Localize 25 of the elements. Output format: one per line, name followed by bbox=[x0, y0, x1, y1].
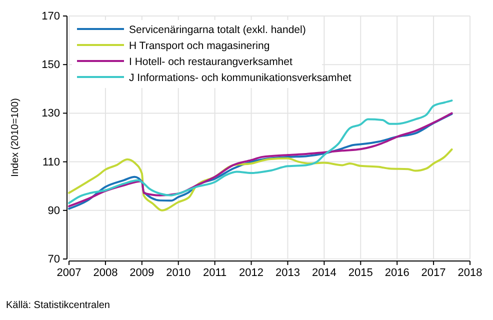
x-tick-label: 2016 bbox=[384, 266, 410, 279]
y-tick-label: 110 bbox=[42, 156, 60, 168]
x-tick-label: 2014 bbox=[312, 266, 336, 279]
y-tick-label: 170 bbox=[42, 10, 60, 23]
y-tick-label: 90 bbox=[48, 204, 60, 217]
x-tick-label: 2010 bbox=[166, 266, 191, 279]
x-tick-label: 2017 bbox=[421, 266, 446, 279]
legend-label: I Hotell- och restaurangverksamhet bbox=[129, 56, 292, 68]
x-tick-label: 2007 bbox=[56, 266, 82, 279]
x-tick-label: 2008 bbox=[93, 266, 118, 279]
y-tick-label: 70 bbox=[48, 254, 60, 266]
y-tick-label: 150 bbox=[42, 59, 60, 72]
line-series bbox=[68, 148, 453, 212]
x-tick-label: 2018 bbox=[458, 266, 482, 279]
x-tick-label: 2009 bbox=[130, 266, 154, 279]
y-tick-label: 130 bbox=[42, 108, 60, 120]
x-tick-label: 2011 bbox=[202, 266, 227, 279]
x-tick-label: 2013 bbox=[275, 266, 300, 279]
x-tick-label: 2015 bbox=[348, 266, 373, 279]
text: Källä: Statistikcentralen bbox=[6, 300, 110, 311]
legend-label: J Informations- och kommunikationsverksamhet bbox=[129, 72, 352, 84]
legend-label: H Transport och magasinering bbox=[129, 40, 270, 52]
x-tick-label: 2012 bbox=[239, 266, 264, 279]
legend-label: Servicenäringarna totalt (exkl. handel) bbox=[129, 24, 306, 36]
y-axis-title: Index (2010=100) bbox=[10, 98, 21, 177]
